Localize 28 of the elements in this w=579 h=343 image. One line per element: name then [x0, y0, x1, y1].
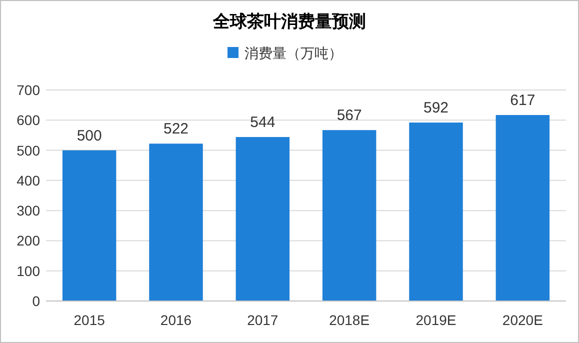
legend-label: 消费量（万吨） [244, 45, 342, 61]
y-tick-label: 700 [16, 82, 40, 98]
chart-title: 全球茶叶消费量预测 [212, 12, 366, 31]
data-label: 522 [163, 120, 189, 138]
x-tick-label: 2020E [502, 312, 543, 328]
y-tick-label: 100 [16, 262, 40, 279]
data-label: 592 [423, 100, 449, 117]
data-label: 500 [76, 127, 102, 144]
y-tick-label: 400 [16, 172, 40, 188]
bar [322, 130, 376, 301]
y-tick-label: 300 [16, 202, 40, 219]
y-tick-label: 500 [16, 142, 40, 158]
bar [409, 122, 463, 301]
x-tick-label: 2018E [329, 312, 370, 328]
x-tick-label: 2015 [74, 312, 106, 328]
y-tick-label: 200 [16, 232, 40, 249]
x-tick-label: 2016 [160, 312, 192, 328]
bar [496, 115, 550, 301]
bar [62, 150, 116, 301]
y-tick-label: 0 [32, 293, 40, 309]
x-tick-label: 2017 [247, 312, 278, 328]
bar [236, 137, 290, 301]
y-tick-label: 600 [16, 112, 40, 128]
data-label: 544 [250, 114, 276, 132]
data-label: 617 [510, 92, 536, 110]
bar [149, 144, 203, 301]
x-tick-label: 2019E [416, 312, 456, 328]
data-label: 567 [336, 107, 362, 124]
